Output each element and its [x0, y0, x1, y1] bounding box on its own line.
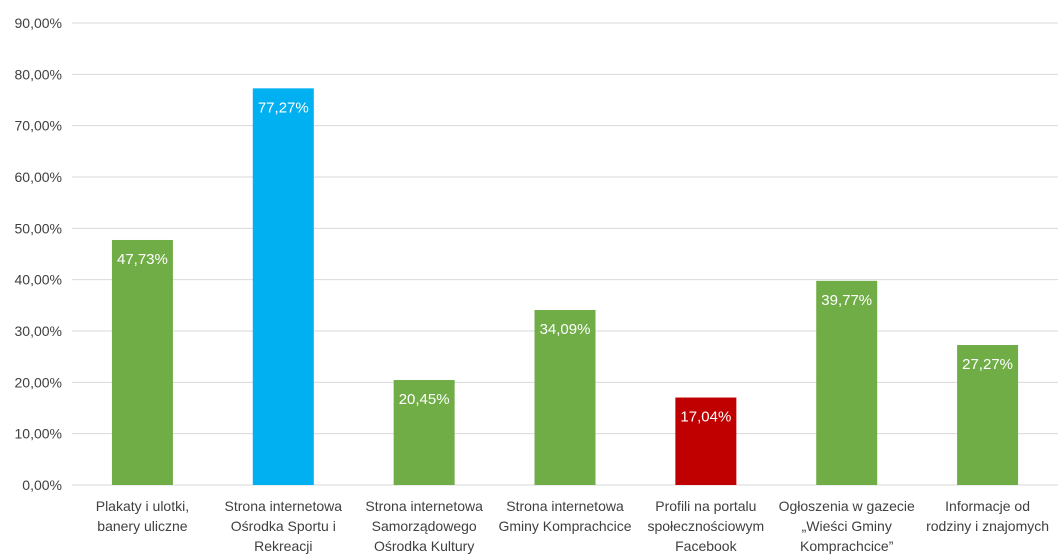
x-category-label-line: Gminy Komprachcice — [498, 518, 631, 534]
x-category-label-line: Strona internetowa — [365, 498, 483, 514]
x-category-label: Strona internetowa Samorządowego Ośrodka K… — [365, 498, 483, 554]
data-labels: 47,73% 77,27% 20,45% 34,09% 17,04% 39,77% 27,2… — [117, 99, 1013, 425]
bar — [534, 310, 596, 485]
data-label: 17,04% — [680, 409, 731, 426]
x-category-label-line: banery uliczne — [97, 518, 187, 534]
bars — [111, 88, 1019, 485]
data-label: 39,77% — [821, 292, 872, 309]
y-tick-label: 90,00% — [15, 15, 62, 31]
x-category-label-line: Facebook — [675, 538, 737, 554]
x-category-label: Profili na portalu społecznościowym Facebo… — [647, 498, 764, 554]
data-label: 77,27% — [258, 99, 309, 116]
data-label: 20,45% — [399, 391, 450, 408]
y-tick-label: 30,00% — [15, 323, 62, 339]
x-category-label: Informacje od rodziny i znajomych — [926, 498, 1049, 534]
y-tick-label: 80,00% — [15, 66, 62, 82]
x-category-label-line: Komprachcice” — [800, 538, 894, 554]
x-category-label-line: społecznościowym — [647, 518, 764, 534]
y-tick-label: 50,00% — [15, 220, 62, 236]
x-category-label-line: Informacje od — [945, 498, 1030, 514]
bar — [252, 88, 314, 485]
bar — [957, 345, 1019, 485]
x-category-label: Strona internetowa Gminy Komprachcice — [498, 498, 631, 534]
x-category-label-line: Ogłoszenia w gazecie — [779, 498, 915, 514]
y-axis-ticks: 0,00% 10,00% 20,00% 30,00% 40,00% 50,00% 60,00… — [15, 15, 62, 493]
x-category-label-line: „Wieści Gminy — [802, 518, 892, 534]
x-category-label-line: rodziny i znajomych — [926, 518, 1049, 534]
x-category-label-line: Plakaty i ulotki, — [96, 498, 189, 514]
bar — [675, 397, 737, 485]
y-tick-label: 70,00% — [15, 118, 62, 134]
x-category-label-line: Profili na portalu — [655, 498, 756, 514]
data-label: 34,09% — [540, 321, 591, 338]
x-category-label-line: Samorządowego — [372, 518, 477, 534]
bar — [393, 380, 455, 485]
bar — [111, 239, 173, 485]
x-category-label-line: Ośrodka Sportu i — [231, 518, 336, 534]
y-tick-label: 60,00% — [15, 169, 62, 185]
y-tick-label: 40,00% — [15, 272, 62, 288]
x-category-label-line: Rekreacji — [254, 538, 312, 554]
data-label: 27,27% — [962, 356, 1013, 373]
x-axis-categories: Plakaty i ulotki, banery uliczne Strona in… — [96, 498, 1049, 554]
x-category-label-line: Ośrodka Kultury — [374, 538, 474, 554]
x-category-label: Plakaty i ulotki, banery uliczne — [96, 498, 189, 534]
x-category-label: Ogłoszenia w gazecie „Wieści Gminy Komprac… — [779, 498, 915, 554]
data-label: 47,73% — [117, 251, 168, 268]
x-category-label: Strona internetowa Ośrodka Sportu i Rekrea… — [225, 498, 343, 554]
x-category-label-line: Strona internetowa — [225, 498, 343, 514]
gridlines — [72, 22, 1058, 486]
x-category-label-line: Strona internetowa — [506, 498, 624, 514]
y-tick-label: 0,00% — [22, 477, 62, 493]
bar — [816, 280, 878, 485]
y-tick-label: 20,00% — [15, 374, 62, 390]
y-tick-label: 10,00% — [15, 426, 62, 442]
